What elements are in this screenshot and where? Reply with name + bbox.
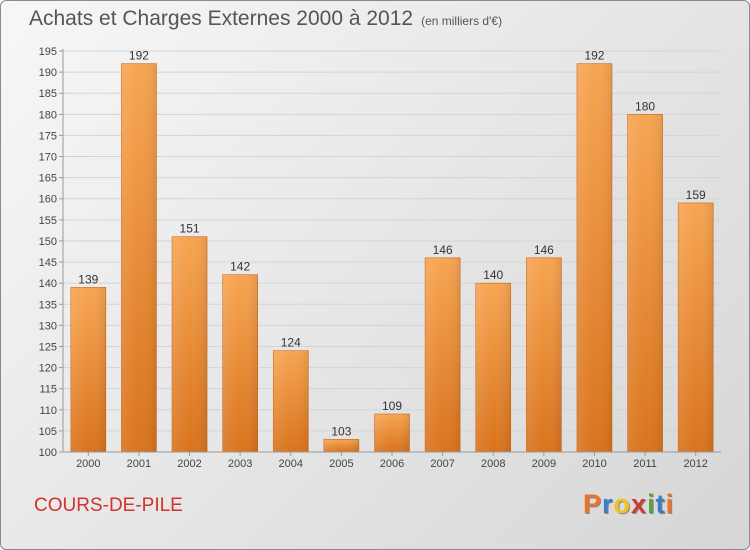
y-tick-label: 105 — [39, 426, 57, 438]
bar-shade — [678, 202, 714, 452]
y-tick-label: 170 — [39, 152, 57, 164]
y-tick-label: 145 — [39, 257, 57, 269]
x-tick-label: 2012 — [683, 458, 707, 470]
y-tick-label: 150 — [39, 236, 57, 248]
bar-shade — [627, 114, 663, 452]
y-tick-label: 135 — [39, 299, 57, 311]
bar-shade — [222, 274, 258, 452]
y-tick-label: 160 — [39, 194, 57, 206]
data-label: 192 — [129, 49, 149, 63]
x-tick-label: 2008 — [481, 458, 505, 470]
data-label: 103 — [331, 424, 351, 438]
logo-letter: x — [631, 489, 648, 519]
bar-shade — [475, 283, 511, 452]
y-tick-label: 165 — [39, 173, 57, 185]
data-label: 146 — [433, 243, 453, 257]
y-tick-label: 140 — [39, 278, 57, 290]
x-tick-label: 2002 — [177, 458, 201, 470]
data-label: 124 — [281, 336, 301, 350]
x-tick-label: 2006 — [380, 458, 404, 470]
y-tick-label: 120 — [39, 363, 57, 375]
bar-shade — [70, 287, 106, 452]
x-tick-label: 2009 — [532, 458, 556, 470]
data-label: 140 — [483, 268, 503, 282]
title-unit: (en milliers d'€) — [421, 14, 503, 28]
y-tick-label: 190 — [39, 67, 57, 79]
town-name: COURS-DE-PILE — [34, 495, 183, 516]
data-label: 180 — [635, 99, 655, 113]
bar-shade — [323, 439, 359, 452]
y-tick-label: 100 — [39, 447, 57, 459]
data-label: 142 — [230, 260, 250, 274]
data-label: 192 — [584, 49, 604, 63]
bar-shade — [273, 350, 309, 452]
x-tick-label: 2001 — [127, 458, 151, 470]
y-tick-label: 115 — [39, 384, 57, 396]
logo-letter: r — [602, 489, 614, 519]
y-tick-label: 110 — [39, 405, 57, 417]
x-tick-label: 2011 — [633, 458, 657, 470]
y-tick-label: 185 — [39, 88, 57, 100]
y-tick-label: 180 — [39, 109, 57, 121]
x-tick-label: 2007 — [430, 458, 454, 470]
x-tick-label: 2003 — [228, 458, 252, 470]
x-tick-label: 2000 — [76, 458, 100, 470]
axes: 100 105 110 115 120 125 130 135 140 145 150 155 160 1… — [39, 46, 721, 470]
x-tick-label: 2010 — [582, 458, 606, 470]
data-label: 151 — [180, 222, 200, 236]
bar-shade — [576, 63, 612, 453]
logo-letter: P — [583, 489, 603, 519]
logo-letter: i — [665, 489, 675, 519]
bars: 139 192 151 142 124 103 109 146 140 146 192 180 159 — [70, 49, 714, 453]
x-tick-label: 2004 — [279, 458, 303, 470]
y-tick-label: 195 — [39, 46, 57, 58]
y-tick-label: 125 — [39, 341, 57, 353]
y-tick-label: 175 — [39, 130, 57, 142]
logo-letter: t — [655, 489, 666, 519]
grid — [63, 50, 721, 453]
bar-shade — [526, 257, 562, 452]
y-tick-label: 130 — [39, 320, 57, 332]
bar-shade — [121, 63, 157, 453]
data-label: 109 — [382, 399, 402, 413]
x-tick-label: 2005 — [329, 458, 353, 470]
logo-letter: o — [613, 489, 632, 519]
data-label: 139 — [78, 272, 98, 286]
proxiti-logo: Proxiti — [583, 489, 674, 520]
bar-shade — [374, 414, 410, 452]
logo-letter: i — [647, 489, 656, 519]
data-label: 159 — [686, 188, 706, 202]
chart-title: Achats et Charges Externes 2000 à 2012 (e… — [29, 7, 502, 31]
title-text: Achats et Charges Externes 2000 à 2012 — [29, 7, 414, 30]
bar-shade — [425, 257, 461, 452]
data-label: 146 — [534, 243, 554, 257]
bar-shade — [172, 236, 208, 452]
y-tick-label: 155 — [39, 215, 57, 227]
